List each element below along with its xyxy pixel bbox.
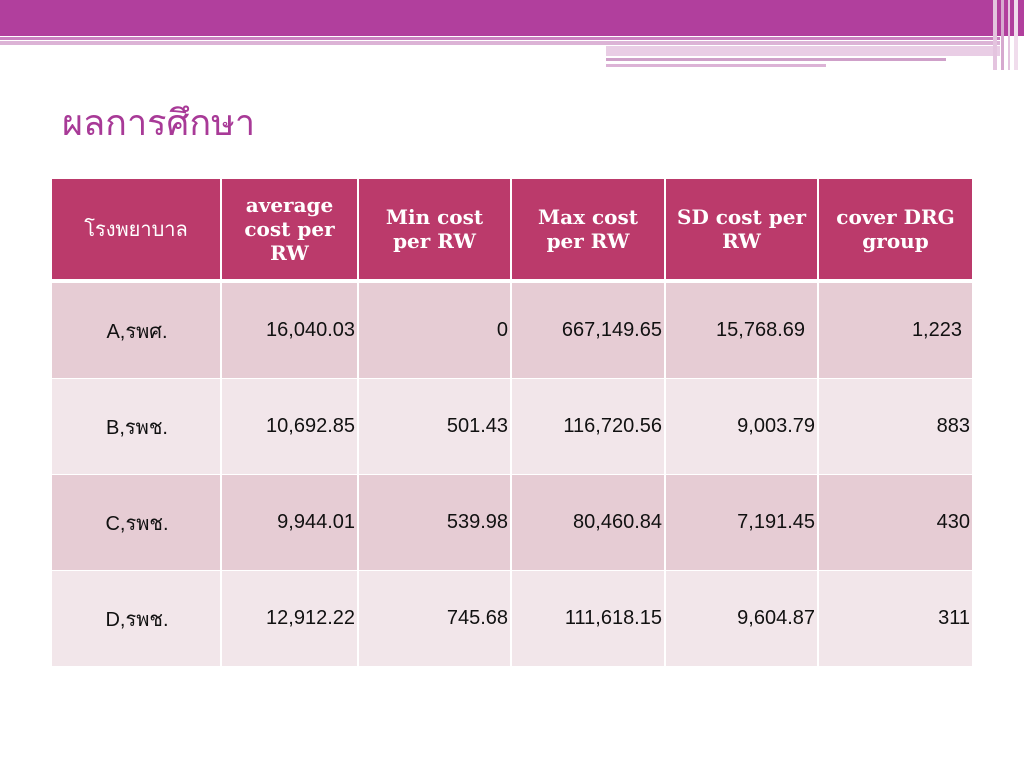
- decor-line: [606, 46, 1000, 56]
- header-max-cost: Max cost per RW: [511, 179, 666, 283]
- table-header-row: โรงพยาบาล average cost per RW Min cost p…: [52, 179, 972, 283]
- table-row: A,รพศ. 16,040.03 0 667,149.65 15,768.69 …: [52, 281, 972, 379]
- decor-bar: [993, 0, 997, 70]
- table-row: C,รพช. 9,944.01 539.98 80,460.84 7,191.4…: [52, 474, 972, 571]
- sd-cost-cell: 15,768.69: [665, 281, 819, 379]
- decor-line: [606, 58, 946, 61]
- decor-line: [0, 37, 1000, 40]
- hospital-cell: C,รพช.: [52, 474, 222, 571]
- min-cost-cell: 539.98: [358, 474, 512, 571]
- header-cover-drg: cover DRG group: [818, 179, 972, 283]
- decor-line: [0, 41, 1000, 45]
- table-row: B,รพช. 10,692.85 501.43 116,720.56 9,003…: [52, 378, 972, 475]
- max-cost-cell: 667,149.65: [511, 281, 666, 379]
- cover-drg-cell: 1,223: [818, 281, 972, 379]
- hospital-cell: D,รพช.: [52, 570, 222, 667]
- results-table: โรงพยาบาล average cost per RW Min cost p…: [52, 179, 972, 667]
- sd-cost-cell: 9,003.79: [665, 378, 819, 475]
- min-cost-cell: 745.68: [358, 570, 512, 667]
- header-sd-cost: SD cost per RW: [665, 179, 819, 283]
- min-cost-cell: 0: [358, 281, 512, 379]
- decor-bar: [1008, 0, 1010, 70]
- min-cost-cell: 501.43: [358, 378, 512, 475]
- decor-bar: [1014, 0, 1018, 70]
- average-cost-cell: 10,692.85: [221, 378, 359, 475]
- max-cost-cell: 80,460.84: [511, 474, 666, 571]
- hospital-cell: A,รพศ.: [52, 281, 222, 379]
- cover-drg-cell: 430: [818, 474, 972, 571]
- slide-title: ผลการศึกษา: [62, 103, 256, 144]
- header-min-cost: Min cost per RW: [358, 179, 512, 283]
- header-hospital: โรงพยาบาล: [52, 179, 222, 283]
- header-band: [0, 0, 1024, 36]
- max-cost-cell: 116,720.56: [511, 378, 666, 475]
- decor-line: [606, 64, 826, 67]
- average-cost-cell: 9,944.01: [221, 474, 359, 571]
- table-row: D,รพช. 12,912.22 745.68 111,618.15 9,604…: [52, 570, 972, 667]
- hospital-cell: B,รพช.: [52, 378, 222, 475]
- cover-drg-cell: 883: [818, 378, 972, 475]
- sd-cost-cell: 9,604.87: [665, 570, 819, 667]
- decor-bar: [1001, 0, 1004, 70]
- header-average-cost: average cost per RW: [221, 179, 359, 283]
- cover-drg-cell: 311: [818, 570, 972, 667]
- sd-cost-cell: 7,191.45: [665, 474, 819, 571]
- max-cost-cell: 111,618.15: [511, 570, 666, 667]
- average-cost-cell: 12,912.22: [221, 570, 359, 667]
- average-cost-cell: 16,040.03: [221, 281, 359, 379]
